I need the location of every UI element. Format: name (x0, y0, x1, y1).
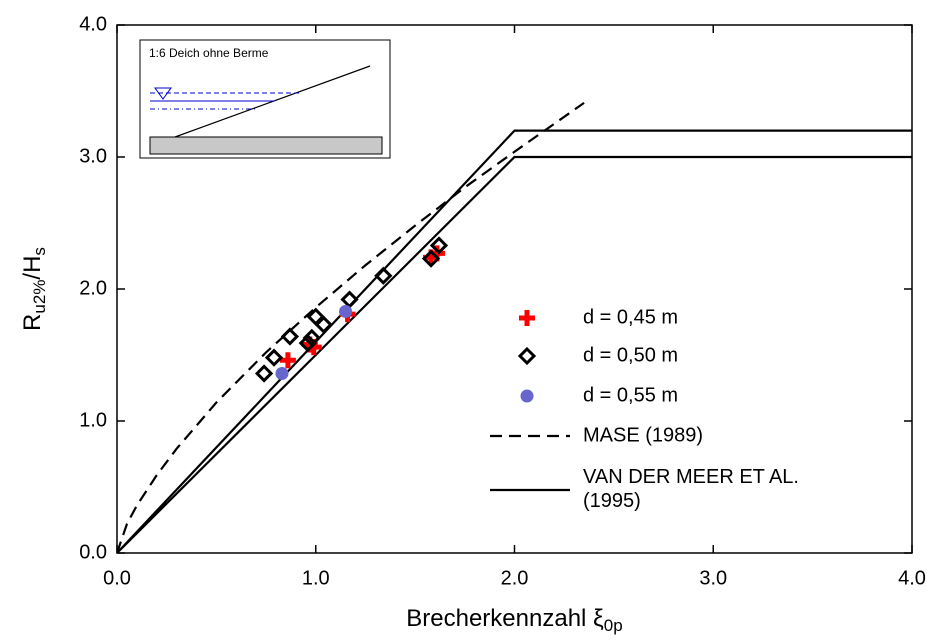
legend-label: VAN DER MEER ET AL. (1995) (583, 466, 799, 512)
point (520, 389, 534, 403)
point (340, 290, 359, 309)
point (339, 304, 353, 318)
point (279, 352, 296, 369)
point (275, 366, 289, 380)
y-tick-label: 4.0 (79, 13, 107, 35)
x-tick-label: 1.0 (302, 567, 330, 589)
point (429, 236, 449, 255)
plot-area (117, 101, 912, 553)
y-tick-label: 1.0 (79, 409, 107, 431)
x-axis-label-part: 0p (604, 616, 623, 635)
point (374, 266, 393, 285)
y-axis-label: Ru2%/Hs (19, 247, 49, 331)
y-axis-label-part: s (30, 247, 49, 256)
x-tick-label: 2.0 (501, 567, 529, 589)
x-tick-label: 3.0 (699, 567, 727, 589)
point (302, 328, 321, 347)
y-axis-label-part: /H (19, 256, 46, 280)
point (517, 346, 537, 366)
y-tick-label: 3.0 (79, 145, 107, 167)
x-tick-label: 0.0 (103, 567, 131, 589)
legend-label: d = 0,55 m (583, 384, 678, 406)
legend-label: MASE (1989) (583, 424, 703, 446)
point (519, 310, 535, 326)
y-tick-label: 0.0 (79, 541, 107, 563)
point (421, 249, 441, 268)
y-tick-label: 2.0 (79, 277, 107, 299)
inset-water-symbol (154, 87, 172, 100)
inset-label: 1:6 Deich ohne Berme (149, 46, 269, 60)
inset: 1:6 Deich ohne Berme (139, 39, 391, 159)
point (280, 327, 300, 346)
point (298, 333, 317, 353)
legend-label: d = 0,50 m (583, 344, 678, 366)
y-axis-label-part: R (19, 314, 46, 331)
point (314, 315, 333, 334)
point (264, 348, 284, 367)
point (254, 364, 274, 383)
x-axis-label: Brecherkennzahl ξ0p (406, 605, 622, 635)
line (117, 101, 585, 553)
x-axis-label-part: Brecherkennzahl ξ (406, 605, 604, 632)
y-axis-label-part: u2% (30, 280, 49, 314)
x-tick-label: 4.0 (898, 567, 926, 589)
inset-ground (149, 136, 383, 155)
legend-label: d = 0,45 m (583, 306, 678, 328)
line (117, 129, 912, 553)
